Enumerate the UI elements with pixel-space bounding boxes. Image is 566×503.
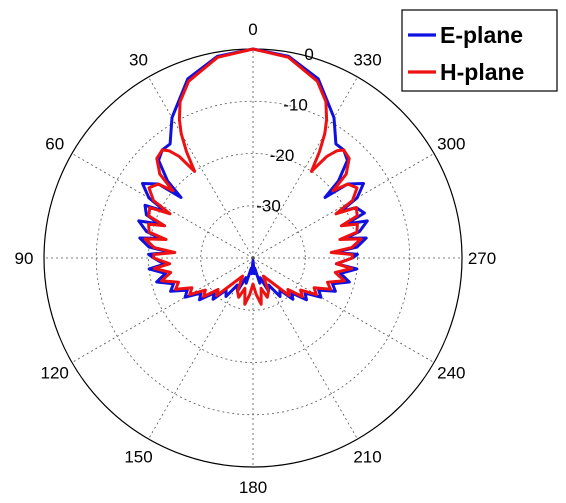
legend: E-plane H-plane — [401, 9, 558, 92]
radial-tick-label: 0 — [304, 45, 313, 64]
angle-tick-label: 0 — [248, 20, 257, 39]
angle-tick-label: 300 — [437, 135, 465, 154]
angle-tick-label: 150 — [124, 447, 152, 466]
radial-tick-label: -10 — [283, 96, 308, 115]
grid-spoke — [148, 76, 254, 259]
angle-tick-label: 210 — [353, 447, 381, 466]
grid-ring — [148, 153, 358, 363]
angle-tick-label: 120 — [41, 364, 69, 383]
legend-box — [401, 9, 558, 92]
angle-tick-label: 180 — [239, 478, 267, 497]
radial-tick-labels: 0 -10 -20 -30 — [256, 45, 314, 215]
angle-tick-label: 270 — [468, 249, 496, 268]
series-line-h-plane — [143, 47, 363, 306]
angle-tick-label: 60 — [45, 135, 64, 154]
series-layer — [137, 47, 369, 306]
series-line-e-plane — [137, 47, 369, 302]
angle-tick-label: 90 — [15, 249, 34, 268]
angle-tick-label: 330 — [353, 51, 381, 70]
grid-ring — [200, 205, 306, 311]
legend-label-h-plane: H-plane — [440, 59, 524, 85]
polar-grid — [43, 48, 463, 468]
legend-label-e-plane: E-plane — [440, 22, 523, 48]
angle-tick-label: 240 — [437, 364, 465, 383]
radial-tick-label: -30 — [256, 197, 281, 216]
radial-tick-label: -20 — [270, 146, 295, 165]
angle-tick-label: 30 — [129, 51, 148, 70]
angle-tick-labels: 0 30 60 90 120 150 180 210 240 270 300 330 — [15, 20, 497, 497]
